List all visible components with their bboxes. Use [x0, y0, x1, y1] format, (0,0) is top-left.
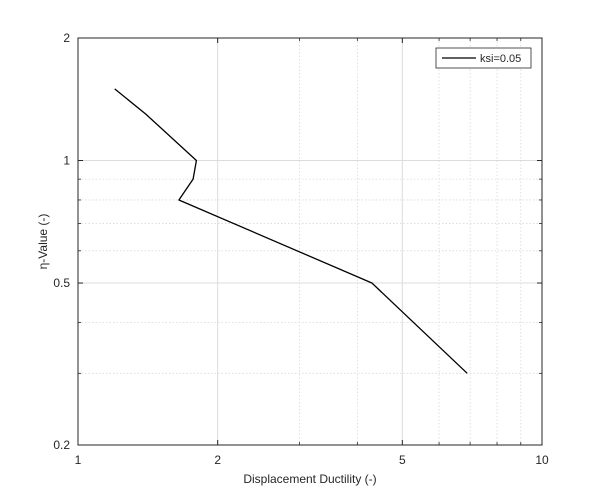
- y-tick-label: 2: [63, 31, 70, 45]
- y-tick-label: 0.2: [53, 438, 70, 452]
- series-line-ksi-0-05: [114, 88, 468, 374]
- y-tick-label: 0.5: [53, 276, 70, 290]
- y-tick-label: 1: [63, 154, 70, 168]
- plot-background: [78, 38, 542, 445]
- ticks: 1 2 5 10 0.2 0.5 1 2: [53, 31, 549, 467]
- x-tick-label: 5: [399, 453, 406, 467]
- plot-frame: [77, 37, 543, 446]
- x-tick-label: 2: [214, 453, 221, 467]
- y-axis-label: η-Value (-): [36, 214, 50, 270]
- legend: ksi=0.05: [435, 47, 532, 69]
- x-tick-label: 1: [75, 453, 82, 467]
- legend-label-ksi-0-05: ksi=0.05: [480, 53, 521, 65]
- x-tick-label: 10: [535, 453, 549, 467]
- x-axis-label: Displacement Ductility (-): [243, 472, 376, 486]
- series-layer: [114, 88, 468, 374]
- legend-box: [435, 47, 532, 69]
